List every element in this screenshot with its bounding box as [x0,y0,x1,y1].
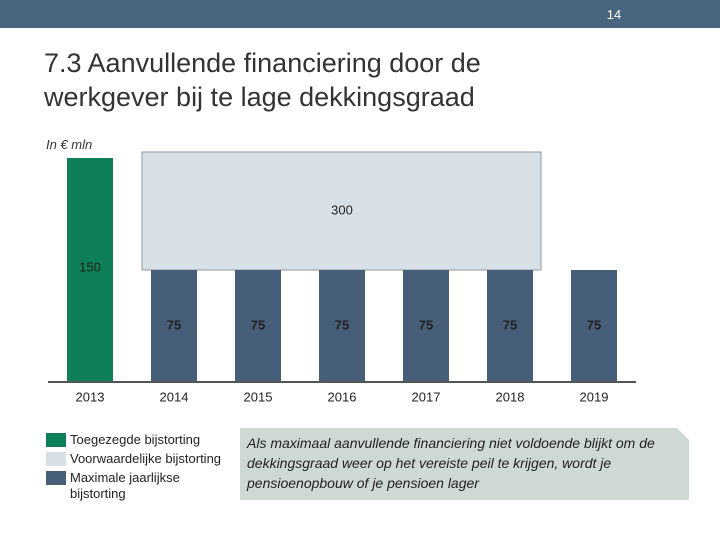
x-tick-label: 2019 [580,389,609,404]
x-tick-label: 2018 [496,389,525,404]
title: 7.3 Aanvullende financiering door de wer… [44,48,481,112]
subtitle: In € mln [46,137,93,152]
bar [487,270,533,382]
legend-swatch [46,452,66,466]
value-label: 75 [503,317,517,332]
annotation: Als maximaal aanvullende financiering ni… [247,435,655,491]
bar [571,270,617,382]
page-number: 14 [606,7,622,22]
x-tick-label: 2014 [160,389,189,404]
bar [151,270,197,382]
bar [235,270,281,382]
bar [319,270,365,382]
header-bar: 14 [0,0,720,28]
legend-label: Maximale jaarlijkse bijstorting [70,470,180,501]
value-label: 75 [335,317,349,332]
conditional-box [141,151,542,271]
value-label: 75 [167,317,181,332]
x-tick-label: 2013 [76,389,105,404]
value-label: 75 [419,317,433,332]
legend-label: Voorwaardelijke bijstorting [70,451,222,466]
annotation-box: Als maximaal aanvullende financiering ni… [240,428,689,500]
value-label: 150 [79,259,101,274]
x-tick-label: 2015 [244,389,273,404]
value-label: 75 [587,317,601,332]
value-label: 300 [331,202,353,217]
legend-swatch [46,433,66,447]
x-tick-label: 2017 [412,389,441,404]
bar [67,158,113,382]
legend-label: Toegezegde bijstorting [70,432,201,447]
bar [403,270,449,382]
value-label: 75 [251,317,265,332]
x-tick-label: 2016 [328,389,357,404]
legend-swatch [46,471,66,485]
